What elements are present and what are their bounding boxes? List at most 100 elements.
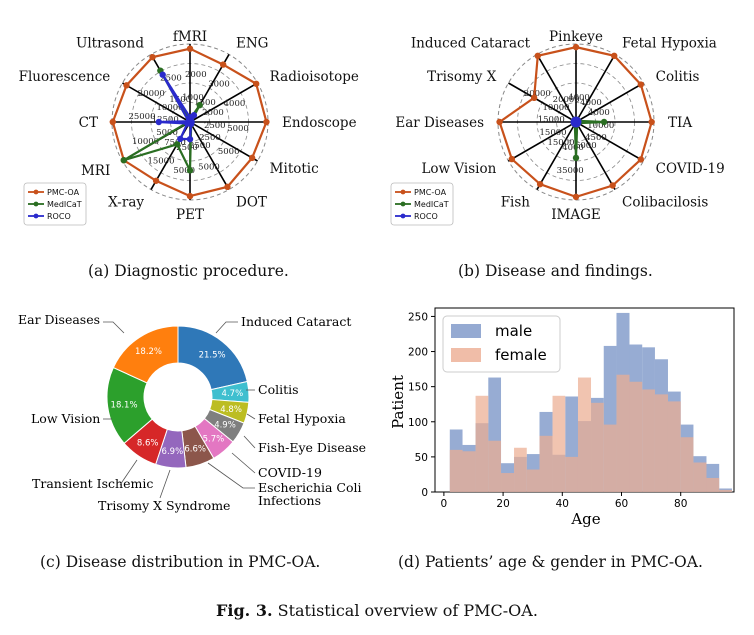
radar-point [109, 118, 116, 126]
radar-tick-label: 4000 [580, 98, 602, 108]
radar-point [186, 45, 194, 52]
donut-slice-pct: 6.6% [184, 445, 206, 455]
radar-tick-label: 4000 [224, 99, 246, 109]
donut-slice-pct: 4.7% [222, 389, 244, 399]
radar-tick-label: 20000 [138, 89, 165, 99]
radar-tick-label: 35000 [557, 166, 584, 176]
bar-female [667, 401, 681, 492]
bar-female [501, 473, 515, 492]
radar-axis-label: Induced Cataract [411, 35, 531, 51]
radar-point [152, 177, 160, 184]
figure-label: Fig. 3. [216, 601, 273, 620]
radar-point [572, 43, 580, 51]
radar-point [173, 141, 181, 148]
y-tick-label: 150 [408, 382, 428, 394]
radar-point [536, 180, 544, 188]
radar-tick-label: 15000 [147, 157, 174, 167]
radar-axis-label: fMRI [173, 29, 207, 45]
x-tick-label: 60 [615, 498, 628, 510]
radar-axis-label: IMAGE [551, 207, 601, 223]
radar-axis-label: Low Vision [421, 161, 496, 177]
radar-point [637, 81, 645, 88]
radar-axis-label: TIA [668, 115, 692, 131]
radar-point [263, 118, 270, 126]
y-tick-label: 0 [421, 487, 428, 499]
leader-trisomy [159, 469, 171, 499]
radar-tick-label: 10000 [587, 121, 614, 131]
bar-female [680, 437, 694, 492]
radar-tick-label: 12500 [152, 115, 179, 125]
legend-swatch-male [451, 324, 481, 338]
radar-axis-label: Fluorescence [19, 69, 111, 85]
radar-point [149, 53, 156, 61]
radar-tick-label: 5000 [173, 166, 195, 176]
radar-point [600, 118, 608, 126]
legend-label: MedICaT [414, 200, 449, 209]
donut-slice-pct: 18.2% [135, 347, 162, 357]
donut-slice-pct: 18.1% [111, 401, 138, 411]
radar-tick-label: 5000 [156, 128, 178, 138]
legend-label: ROCO [47, 212, 71, 221]
legend-marker [33, 213, 39, 219]
leader-fetal [246, 413, 256, 420]
caption-d: (d) Patients’ age & gender in PMC-OA. [398, 553, 703, 571]
radar-point [648, 118, 655, 126]
radar-spoke [536, 121, 577, 190]
y-tick-label: 200 [408, 347, 428, 359]
donut-slice-pct: 21.5% [199, 350, 226, 360]
radar-tick-label: 2500 [199, 133, 221, 143]
leader-fish [243, 435, 256, 449]
radar-point [534, 52, 541, 60]
radar-point [252, 80, 260, 87]
radar-tick-label: 2500 [176, 143, 198, 153]
radar-point [609, 182, 616, 189]
donut-label-covid: COVID-19 [258, 465, 322, 480]
radar-point [123, 82, 130, 89]
radar-point [186, 167, 194, 174]
radar-axis-label: DOT [236, 195, 267, 211]
donut-chart-disease-distribution: 21.5% 4.7% 4.8% 4.9% 5.7%6.6%6.9%8.6% 18.1% 18… [18, 312, 366, 513]
radar-point [177, 135, 184, 143]
radar-point [508, 155, 516, 163]
radar-tick-label: 1500 [194, 98, 216, 108]
radar-axis-label: Fetal Hypoxia [622, 35, 717, 51]
radar-tick-label: 25000 [128, 112, 155, 122]
radar-axis-label: ENG [236, 35, 268, 51]
bar-female [642, 389, 655, 492]
bar-female [462, 451, 476, 492]
legend-swatch-female [451, 348, 481, 362]
histogram-age-gender: 0 20 40 60 80 0 50 100 150 200 250 male female Age P… [389, 307, 735, 528]
figure-caption: Fig. 3. Statistical overview of PMC-OA. [0, 601, 754, 620]
radar-spoke [189, 121, 230, 190]
radar-spoke [508, 82, 577, 123]
radar-tick-label: 15000 [547, 138, 574, 148]
bar-female [603, 424, 617, 492]
bar-female [577, 377, 592, 492]
radar-tick-label: 2500 [160, 74, 182, 84]
radar-spoke [508, 121, 577, 162]
legend-marker [33, 189, 39, 195]
radar-tick-label: 5000 [198, 162, 220, 172]
bar-female [591, 402, 604, 492]
donut-slice-pct: 4.9% [214, 421, 236, 431]
radar-tick-label: 20000 [553, 95, 580, 105]
donut-label-fish: Fish-Eye Disease [258, 440, 366, 455]
radar-tick-label: 10000 [132, 137, 159, 147]
radar-tick-label: 6000 [575, 141, 597, 151]
radar-tick-label: 4000 [588, 108, 610, 118]
radar-axis-label: Ultrasond [76, 35, 144, 51]
y-tick-label: 50 [415, 452, 428, 464]
radar-spoke [536, 54, 577, 123]
histogram-xlabel: Age [570, 510, 600, 528]
leader-ecoli [207, 462, 255, 489]
radar-spoke [575, 54, 616, 123]
radar-point [530, 94, 538, 102]
radar-tick-label: 5000 [227, 124, 249, 134]
radar-axis-label: Fish [501, 195, 531, 211]
radar-point [186, 192, 194, 200]
x-tick-label: 20 [496, 498, 509, 510]
radar-point [219, 61, 227, 68]
donut-label-induced: Induced Cataract [241, 314, 351, 329]
radar-legend [23, 182, 87, 226]
